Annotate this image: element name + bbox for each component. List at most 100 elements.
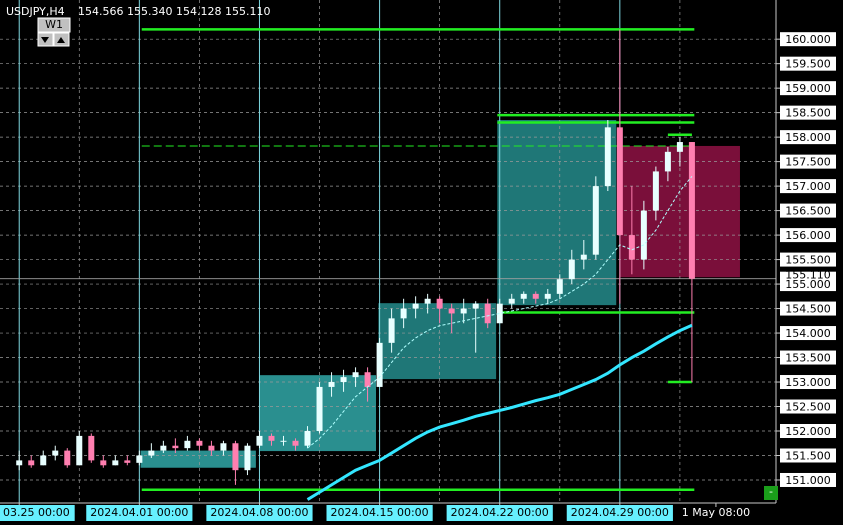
candle-body	[328, 382, 335, 387]
candle-body	[208, 445, 215, 451]
down-arrow	[41, 37, 49, 43]
candle-body	[616, 127, 623, 236]
candle-body	[400, 308, 407, 319]
candle-body	[460, 308, 467, 314]
candle-body	[136, 455, 143, 463]
zone	[140, 450, 256, 468]
y-tick-box	[780, 472, 836, 487]
y-tick-box	[780, 105, 836, 120]
candle-body	[376, 342, 383, 387]
candle-body	[268, 435, 275, 441]
candle-body	[352, 372, 359, 378]
y-tick-box	[780, 350, 836, 365]
timeframe-label[interactable]: W1	[45, 18, 63, 31]
y-tick-box	[780, 81, 836, 96]
candle-body	[64, 450, 71, 466]
y-tick-box	[780, 32, 836, 47]
y-tick-box	[780, 203, 836, 218]
x-tick-label: 1 May 08:00	[682, 506, 750, 519]
candle-body	[16, 460, 23, 466]
x-tick-label: 2024.04.01 00:00	[90, 506, 188, 519]
candle-body	[532, 293, 539, 299]
y-tick-label: 153.000	[785, 376, 831, 389]
candle-body	[628, 235, 635, 260]
candle-body	[292, 440, 299, 446]
candle-body	[28, 460, 35, 466]
candle-body	[484, 303, 491, 324]
candle-body	[676, 142, 683, 152]
y-tick-label: 159.500	[785, 58, 831, 71]
candle-body	[520, 293, 527, 299]
y-tick-label: 152.000	[785, 425, 831, 438]
y-tick-box	[780, 399, 836, 414]
candle-body	[568, 259, 575, 280]
candle-body	[340, 377, 347, 383]
minimize-button[interactable]	[764, 486, 778, 500]
up-arrow	[57, 37, 65, 43]
candle-body	[472, 303, 479, 309]
y-tick-label: 157.500	[785, 156, 831, 169]
candle-body	[448, 308, 455, 314]
y-tick-label: 157.000	[785, 180, 831, 193]
y-tick-label: 160.000	[785, 33, 831, 46]
candle-body	[544, 293, 551, 299]
y-tick-box	[780, 326, 836, 341]
candle-body	[688, 142, 695, 279]
candle-body	[412, 303, 419, 309]
candle-body	[592, 186, 599, 255]
candle-body	[640, 210, 647, 260]
candle-body	[424, 298, 431, 304]
zone	[378, 303, 497, 380]
candle-body	[220, 443, 227, 451]
candle-body	[148, 450, 155, 456]
y-tick-label: 151.500	[785, 449, 831, 462]
candle-body	[556, 279, 563, 294]
candle-body	[124, 460, 131, 463]
candle-body	[496, 303, 503, 324]
y-tick-box	[780, 301, 836, 316]
minimize-icon[interactable]: -	[769, 485, 773, 498]
x-tick-label: 2024.04.15 00:00	[330, 506, 428, 519]
y-tick-label: 151.000	[785, 474, 831, 487]
candle-body	[40, 455, 47, 466]
symbol: USDJPY,H4	[6, 5, 65, 18]
x-tick-box	[0, 505, 75, 521]
timeframe-button[interactable]	[37, 17, 71, 33]
last-price-label: 155.110	[785, 269, 831, 282]
x-tick-label: 03.25 00:00	[3, 506, 70, 519]
y-tick-box	[780, 375, 836, 390]
x-tick-box	[206, 505, 313, 521]
y-tick-box	[780, 448, 836, 463]
y-tick-label: 158.500	[785, 107, 831, 120]
candle-body	[604, 127, 611, 187]
candle-body	[508, 298, 515, 304]
y-tick-label: 152.500	[785, 401, 831, 414]
candle-body	[184, 440, 191, 449]
x-tick-box	[566, 505, 673, 521]
y-tick-label: 158.000	[785, 131, 831, 144]
timeframe-control[interactable]: W1	[37, 17, 71, 47]
y-tick-box	[780, 130, 836, 145]
y-tick-label: 155.500	[785, 254, 831, 267]
candle-body	[244, 445, 251, 471]
candle-body	[76, 435, 83, 466]
candle-body	[652, 171, 659, 211]
y-tick-label: 155.000	[785, 278, 831, 291]
x-tick-label: 2024.04.29 00:00	[571, 506, 669, 519]
y-tick-label: 156.000	[785, 229, 831, 242]
y-tick-label: 156.500	[785, 205, 831, 218]
ohlc: 154.566 155.340 154.128 155.110	[78, 5, 270, 18]
candle-body	[112, 460, 119, 466]
x-tick-label: 2024.04.08 00:00	[210, 506, 308, 519]
moving-average	[307, 176, 693, 449]
candle-body	[196, 440, 203, 446]
y-tick-label: 154.500	[785, 303, 831, 316]
candle-body	[100, 460, 107, 466]
x-tick-box	[86, 505, 193, 521]
y-tick-label: 154.000	[785, 327, 831, 340]
moving-average	[306, 323, 693, 501]
plot	[0, 0, 776, 503]
y-tick-label: 159.000	[785, 82, 831, 95]
candle-body	[160, 445, 167, 451]
